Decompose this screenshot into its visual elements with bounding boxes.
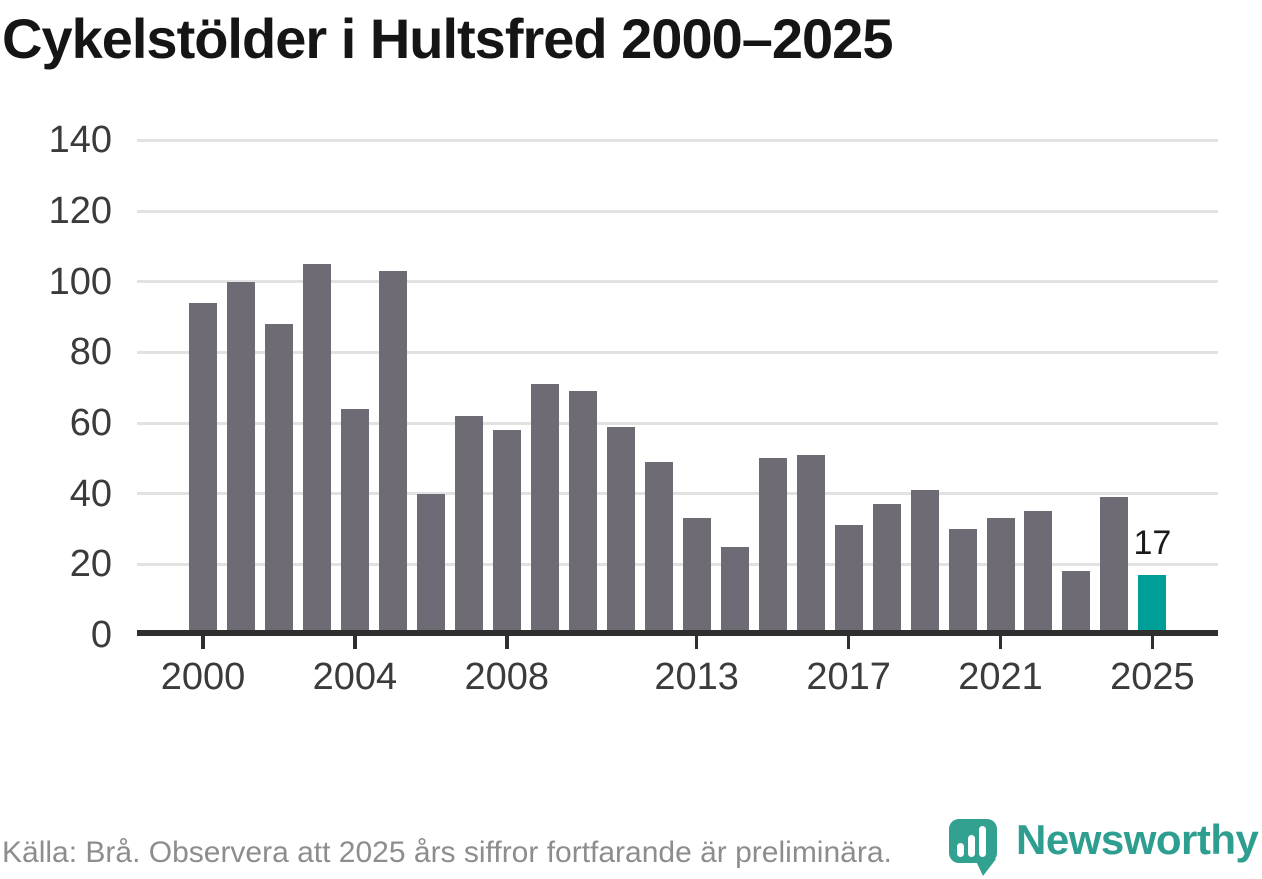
newsworthy-logo-text: Newsworthy bbox=[1016, 816, 1259, 863]
y-tick-label-120: 120 bbox=[48, 190, 112, 232]
x-tick-label-2013: 2013 bbox=[654, 656, 739, 698]
bar-2009 bbox=[530, 384, 559, 635]
y-tick-label-60: 60 bbox=[69, 402, 112, 444]
bar-2000 bbox=[189, 302, 217, 635]
newsworthy-bar-chart-pin-icon bbox=[949, 819, 997, 876]
y-tick-label-0: 0 bbox=[90, 614, 112, 656]
y-tick-label-80: 80 bbox=[69, 331, 112, 374]
bar-2024 bbox=[1100, 497, 1129, 635]
y-tick-label-140: 140 bbox=[48, 119, 112, 162]
bar-2004 bbox=[340, 408, 369, 635]
bar-2022 bbox=[1024, 511, 1053, 635]
bar-2002 bbox=[264, 324, 293, 635]
newsworthy-logo: Newsworthy bbox=[949, 816, 1262, 879]
bar-2020 bbox=[948, 529, 977, 635]
bar-2025 bbox=[1138, 574, 1167, 635]
bar-2005 bbox=[378, 271, 407, 635]
x-tick-mark-2008 bbox=[505, 635, 509, 649]
bar-2016 bbox=[796, 454, 825, 635]
bar-2013 bbox=[682, 518, 711, 635]
x-tick-label-2017: 2017 bbox=[806, 656, 891, 698]
bar-2006 bbox=[416, 493, 445, 635]
x-tick-mark-2025 bbox=[1150, 635, 1155, 649]
bar-2011 bbox=[606, 426, 635, 635]
bar-2017 bbox=[834, 525, 863, 635]
x-tick-mark-2013 bbox=[694, 635, 699, 649]
x-axis-line bbox=[137, 629, 1218, 636]
bar-2015 bbox=[758, 458, 787, 635]
bar-2021 bbox=[986, 518, 1015, 635]
x-tick-label-2004: 2004 bbox=[312, 656, 398, 698]
bar-2018 bbox=[872, 504, 901, 635]
x-tick-label-2021: 2021 bbox=[958, 656, 1043, 698]
x-tick-label-2008: 2008 bbox=[464, 656, 550, 698]
gridline bbox=[137, 209, 1218, 213]
x-tick-label-2025: 2025 bbox=[1110, 656, 1195, 698]
bar-2019 bbox=[910, 490, 939, 635]
gridline bbox=[137, 562, 1218, 566]
gridline bbox=[137, 350, 1218, 354]
gridline bbox=[137, 138, 1218, 142]
gridline bbox=[137, 421, 1218, 425]
bar-value-label: 17 bbox=[1133, 523, 1172, 562]
bar-2010 bbox=[568, 391, 597, 635]
x-tick-mark-2000 bbox=[201, 635, 205, 649]
x-tick-mark-2017 bbox=[846, 635, 851, 649]
x-tick-label-2000: 2000 bbox=[160, 656, 246, 698]
x-tick-mark-2021 bbox=[998, 635, 1003, 649]
bar-2012 bbox=[644, 461, 673, 635]
bar-2014 bbox=[720, 546, 749, 635]
x-tick-mark-2004 bbox=[353, 635, 357, 649]
bar-2008 bbox=[492, 430, 521, 635]
bar-2007 bbox=[454, 415, 483, 635]
chart-title: Cykelstölder i Hultsfred 2000–2025 bbox=[2, 7, 893, 70]
bar-2001 bbox=[226, 281, 255, 635]
y-tick-label-20: 20 bbox=[69, 543, 112, 586]
gridline bbox=[137, 492, 1218, 496]
y-tick-label-40: 40 bbox=[69, 472, 112, 515]
bar-2023 bbox=[1062, 571, 1091, 635]
gridline bbox=[137, 280, 1218, 284]
y-tick-label-100: 100 bbox=[48, 260, 112, 303]
source-note: Källa: Brå. Observera att 2025 års siffr… bbox=[2, 836, 892, 869]
bar-2003 bbox=[302, 264, 331, 635]
